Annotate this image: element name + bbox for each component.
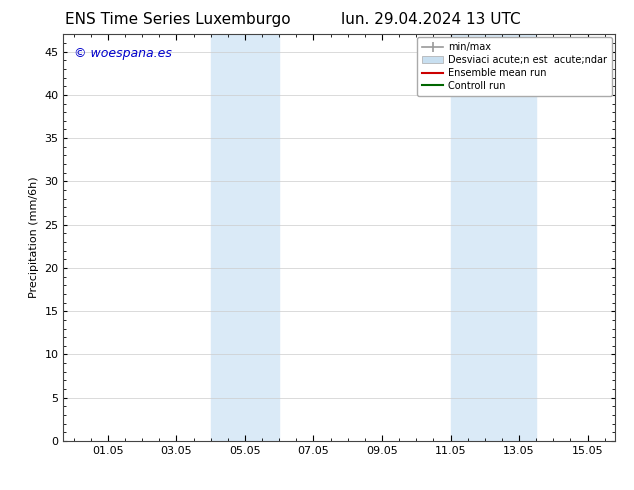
Text: lun. 29.04.2024 13 UTC: lun. 29.04.2024 13 UTC bbox=[341, 12, 521, 27]
Text: © woespana.es: © woespana.es bbox=[74, 47, 172, 59]
Y-axis label: Precipitation (mm/6h): Precipitation (mm/6h) bbox=[29, 177, 39, 298]
Text: ENS Time Series Luxemburgo: ENS Time Series Luxemburgo bbox=[65, 12, 290, 27]
Bar bbox=[451, 34, 536, 441]
Bar bbox=[210, 34, 279, 441]
Legend: min/max, Desviaci acute;n est  acute;ndar, Ensemble mean run, Controll run: min/max, Desviaci acute;n est acute;ndar… bbox=[417, 37, 612, 96]
